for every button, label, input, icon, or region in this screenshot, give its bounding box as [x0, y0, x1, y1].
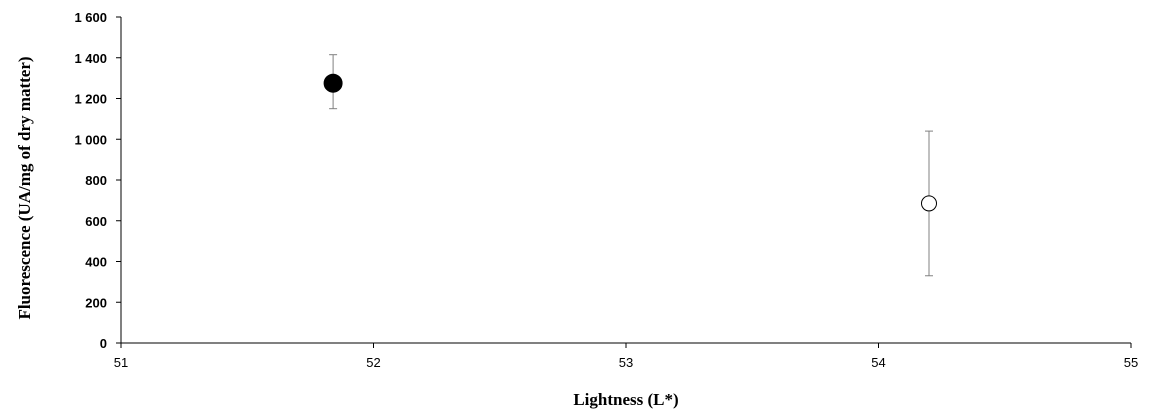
y-tick-label: 600 — [85, 214, 107, 229]
y-tick-label: 1 400 — [74, 51, 107, 66]
axes — [120, 17, 1131, 344]
y-tick-label: 0 — [100, 336, 107, 351]
y-axis-title: Fluorescence (UA/mg of dry matter) — [15, 56, 34, 319]
x-tick-label: 54 — [871, 355, 885, 370]
x-tick-label: 52 — [366, 355, 380, 370]
data-point-filled — [323, 73, 343, 93]
y-tick-label: 400 — [85, 255, 107, 270]
data-point-open — [921, 195, 937, 212]
x-tick-label: 51 — [114, 355, 128, 370]
y-tick-label: 1 600 — [74, 10, 107, 25]
y-tick-label: 1 200 — [74, 92, 107, 107]
x-axis-title: Lightness (L*) — [573, 390, 678, 409]
data-points — [323, 54, 937, 277]
y-tick-label: 200 — [85, 295, 107, 310]
x-tick-label: 53 — [619, 355, 633, 370]
x-tick-label: 55 — [1124, 355, 1138, 370]
y-tick-label: 800 — [85, 173, 107, 188]
x-ticks: 51 52 53 54 55 — [114, 343, 1138, 370]
y-tick-label: 1 000 — [74, 132, 107, 147]
y-ticks: 0 200 400 600 800 1 000 1 200 1 400 1 600 — [74, 10, 121, 351]
